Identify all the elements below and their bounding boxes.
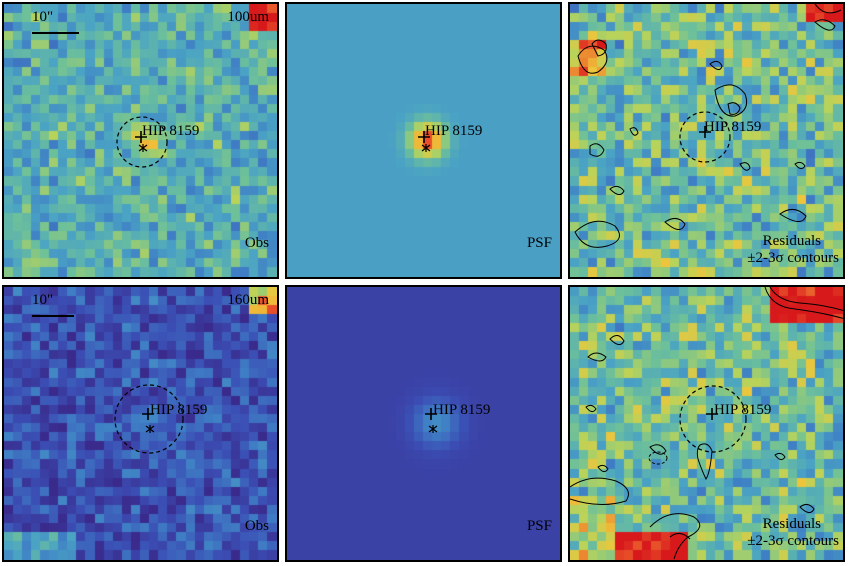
psf-160um-overlay — [425, 408, 438, 433]
residual-100um-image — [570, 4, 843, 277]
star-label: HIP 8159 — [150, 402, 208, 418]
plus-marker — [699, 126, 711, 138]
plus-marker — [425, 408, 437, 420]
star-label: HIP 8159 — [714, 402, 772, 418]
obs-160um-overlay — [32, 315, 184, 454]
asterisk-marker — [138, 144, 148, 152]
negative-contour — [648, 451, 668, 465]
band-label: 160um — [227, 292, 269, 308]
psf-100um-panel: HIP 8159 PSF — [285, 2, 562, 279]
psf-160um-panel: HIP 8159 PSF — [285, 285, 562, 562]
contour-lines — [570, 287, 843, 560]
residual-label-line2: ±2-3σ contours — [747, 250, 839, 266]
aperture-circle — [114, 384, 184, 454]
asterisk-marker — [421, 144, 431, 152]
obs-label: Obs — [244, 235, 269, 251]
obs-100um-overlay — [32, 32, 168, 168]
aperture-circle — [679, 385, 747, 453]
residual-160um-image — [570, 287, 843, 560]
psf-label: PSF — [526, 518, 552, 534]
aperture-circle — [116, 116, 168, 168]
star-label: HIP 8159 — [425, 123, 483, 139]
psf-160um-image — [287, 287, 560, 560]
plus-marker — [135, 131, 147, 143]
residual-160um-panel: HIP 8159 Residuals ±2-3σ contours — [568, 285, 845, 562]
residual-100um-panel: HIP 8159 Residuals ±2-3σ contours — [568, 2, 845, 279]
band-label: 100um — [227, 9, 269, 25]
aperture-circle — [679, 111, 731, 163]
psf-label: PSF — [526, 235, 552, 251]
residual-label-line2: ±2-3σ contours — [747, 533, 839, 549]
asterisk-marker — [428, 425, 438, 433]
star-label: HIP 8159 — [433, 402, 491, 418]
scalebar-label: 10" — [32, 9, 54, 25]
obs-100um-panel: 10" 100um HIP 8159 Obs — [2, 2, 279, 279]
residual-100um-overlay — [574, 4, 842, 248]
plus-marker — [706, 408, 718, 420]
obs-160um-image — [4, 287, 277, 560]
residual-160um-overlay — [570, 287, 843, 560]
obs-label: Obs — [244, 518, 269, 534]
psf-100um-overlay — [418, 131, 431, 152]
star-label: HIP 8159 — [704, 119, 762, 135]
residual-label-line1: Residuals — [762, 516, 821, 532]
obs-160um-panel: 10" 160um HIP 8159 Obs — [2, 285, 279, 562]
contour-lines — [574, 4, 842, 248]
star-label: HIP 8159 — [142, 123, 200, 139]
scalebar-label: 10" — [32, 292, 54, 308]
residual-label-line1: Residuals — [762, 233, 821, 249]
plus-marker — [142, 408, 154, 420]
plus-marker — [418, 131, 430, 143]
asterisk-marker — [145, 425, 155, 433]
